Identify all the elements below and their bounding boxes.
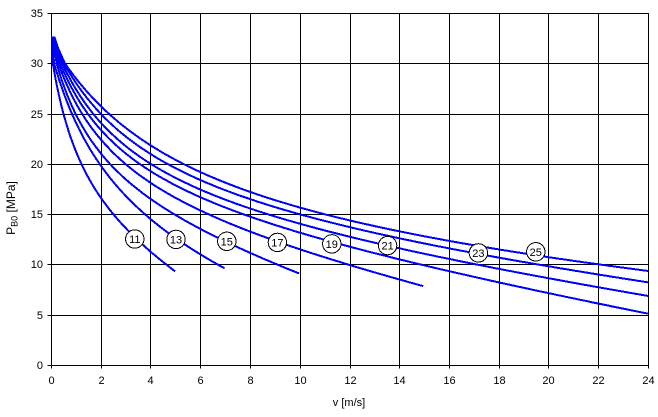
svg-text:14: 14 — [393, 375, 405, 387]
svg-text:19: 19 — [326, 239, 338, 251]
svg-text:4: 4 — [147, 375, 153, 387]
svg-text:2: 2 — [98, 375, 104, 387]
svg-text:12: 12 — [344, 375, 356, 387]
svg-text:v [m/s]: v [m/s] — [333, 397, 365, 409]
svg-text:21: 21 — [381, 241, 393, 253]
svg-text:23: 23 — [472, 248, 484, 260]
svg-text:24: 24 — [642, 375, 654, 387]
svg-text:10: 10 — [294, 375, 306, 387]
svg-text:11: 11 — [129, 234, 140, 246]
svg-text:25: 25 — [31, 109, 43, 121]
svg-text:15: 15 — [221, 236, 233, 248]
svg-text:6: 6 — [197, 375, 203, 387]
svg-text:5: 5 — [37, 310, 43, 322]
svg-text:13: 13 — [170, 234, 182, 246]
svg-text:18: 18 — [493, 375, 505, 387]
svg-text:10: 10 — [31, 259, 43, 271]
svg-text:20: 20 — [31, 159, 43, 171]
svg-text:35: 35 — [31, 8, 43, 20]
svg-text:15: 15 — [31, 209, 43, 221]
svg-text:17: 17 — [271, 237, 283, 249]
svg-text:22: 22 — [592, 375, 604, 387]
svg-text:16: 16 — [443, 375, 455, 387]
svg-text:25: 25 — [530, 247, 542, 259]
svg-text:8: 8 — [247, 375, 253, 387]
svg-text:0: 0 — [37, 360, 43, 372]
svg-text:0: 0 — [48, 375, 54, 387]
svg-text:30: 30 — [31, 58, 43, 70]
svg-text:20: 20 — [542, 375, 554, 387]
